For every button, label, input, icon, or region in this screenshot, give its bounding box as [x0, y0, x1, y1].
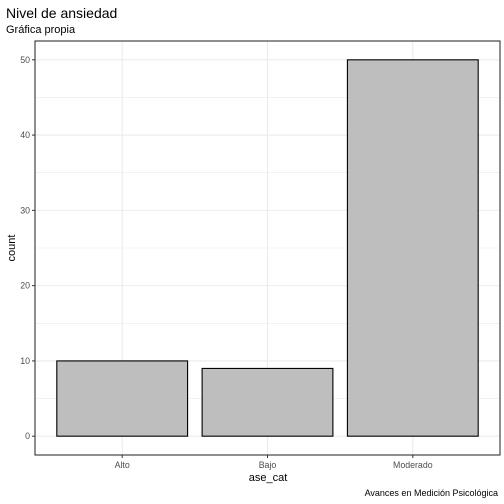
chart-caption: Avances en Medición Psicológica — [364, 488, 498, 498]
y-tick-label: 50 — [20, 55, 30, 65]
bar-bajo — [201, 367, 334, 437]
chart-subtitle: Gráfica propia — [6, 24, 76, 36]
x-tick-label: Bajo — [259, 460, 277, 470]
y-tick-label: 10 — [20, 356, 30, 366]
y-tick-label: 40 — [20, 130, 30, 140]
chart-title: Nivel de ansiedad — [6, 5, 118, 21]
y-tick-label: 20 — [20, 281, 30, 291]
y-tick-label: 0 — [25, 431, 30, 441]
y-tick-label: 30 — [20, 205, 30, 215]
bar-moderado — [346, 59, 479, 437]
x-axis-label: ase_cat — [248, 472, 288, 484]
x-tick-label: Moderado — [393, 460, 433, 470]
bar-alto — [56, 360, 189, 437]
x-tick-label: Alto — [115, 460, 130, 470]
